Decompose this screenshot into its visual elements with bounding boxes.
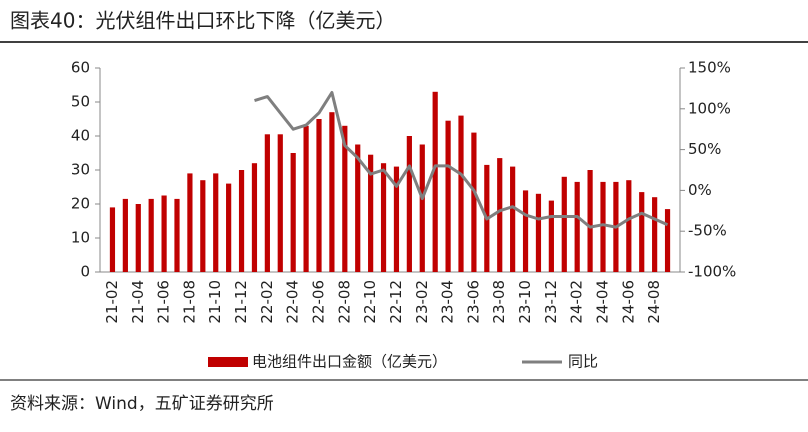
- bar: [548, 200, 554, 272]
- bar: [316, 119, 322, 272]
- bar: [187, 173, 193, 272]
- y2-tick-label: 50%: [688, 140, 721, 158]
- bar: [174, 198, 180, 272]
- bar: [277, 134, 283, 272]
- x-tick-label: 24-02: [568, 280, 586, 324]
- bar: [574, 181, 580, 272]
- bar: [135, 204, 141, 272]
- bar: [664, 209, 671, 272]
- bar: [458, 115, 464, 272]
- x-tick-label: 24-06: [619, 280, 637, 324]
- legend-label: 电池组件出口金额（亿美元）: [252, 353, 447, 371]
- bar: [380, 163, 387, 272]
- bar: [626, 180, 632, 272]
- y2-tick-label: -50%: [688, 222, 727, 240]
- x-tick-label: 23-04: [439, 280, 457, 324]
- bar: [406, 136, 412, 272]
- bar: [510, 166, 516, 272]
- y-tick-label: 30: [71, 161, 90, 179]
- x-tick-label: 21-12: [232, 280, 250, 324]
- x-tick-label: 22-06: [310, 280, 328, 324]
- bar: [600, 181, 606, 272]
- y-tick-label: 50: [71, 93, 90, 111]
- bar: [213, 173, 219, 272]
- y2-tick-label: 100%: [688, 99, 731, 117]
- bar: [522, 190, 529, 272]
- legend-swatch: [208, 357, 248, 367]
- bar: [445, 120, 451, 272]
- x-tick-label: 23-10: [516, 280, 534, 324]
- x-tick-label: 21-10: [206, 280, 224, 324]
- bar: [200, 180, 206, 272]
- bar: [368, 154, 374, 272]
- x-tick-label: 23-12: [542, 280, 560, 324]
- y-tick-label: 20: [71, 195, 90, 213]
- bar: [148, 198, 154, 272]
- bar: [161, 195, 167, 272]
- bar: [355, 144, 361, 272]
- bar: [419, 144, 425, 272]
- y-tick-label: 0: [80, 263, 90, 281]
- bar: [587, 170, 593, 272]
- bar: [122, 198, 128, 272]
- bar: [432, 91, 438, 272]
- legend-label: 同比: [568, 353, 598, 371]
- bar: [342, 125, 348, 272]
- x-tick-label: 22-04: [284, 280, 302, 324]
- x-tick-label: 21-08: [180, 280, 198, 324]
- x-tick-label: 23-02: [413, 280, 431, 324]
- y2-tick-label: 150%: [688, 59, 731, 77]
- bar: [238, 170, 245, 272]
- bar: [109, 207, 116, 272]
- y-tick-label: 40: [71, 127, 90, 145]
- bar: [251, 163, 258, 272]
- bar: [303, 125, 309, 272]
- x-tick-label: 23-08: [490, 280, 508, 324]
- y-tick-label: 10: [71, 229, 90, 247]
- x-tick-label: 22-02: [258, 280, 276, 324]
- y2-tick-label: -100%: [688, 263, 736, 281]
- x-tick-label: 21-04: [129, 280, 147, 324]
- bar: [226, 183, 232, 272]
- x-tick-label: 22-10: [361, 280, 379, 324]
- bar: [290, 153, 296, 272]
- bar: [639, 192, 645, 272]
- x-tick-label: 22-12: [387, 280, 405, 324]
- y-tick-label: 60: [71, 59, 90, 77]
- bar: [652, 197, 658, 272]
- x-tick-label: 21-02: [103, 280, 121, 324]
- x-tick-label: 23-06: [464, 280, 482, 324]
- bar: [471, 132, 477, 272]
- bar: [561, 176, 567, 272]
- bar: [535, 193, 542, 272]
- x-tick-label: 22-08: [335, 280, 353, 324]
- x-tick-label: 24-04: [594, 280, 612, 324]
- bar: [329, 112, 335, 272]
- title: 图表40：光伏组件出口环比下降（亿美元）: [10, 9, 395, 33]
- bar: [393, 166, 400, 272]
- x-tick-label: 21-06: [155, 280, 173, 324]
- bar: [264, 134, 270, 272]
- x-tick-label: 24-08: [645, 280, 663, 324]
- bar: [497, 158, 503, 272]
- line: [254, 91, 669, 229]
- y2-tick-label: 0%: [688, 181, 712, 199]
- source: 资料来源：Wind，五矿证券研究所: [10, 394, 274, 414]
